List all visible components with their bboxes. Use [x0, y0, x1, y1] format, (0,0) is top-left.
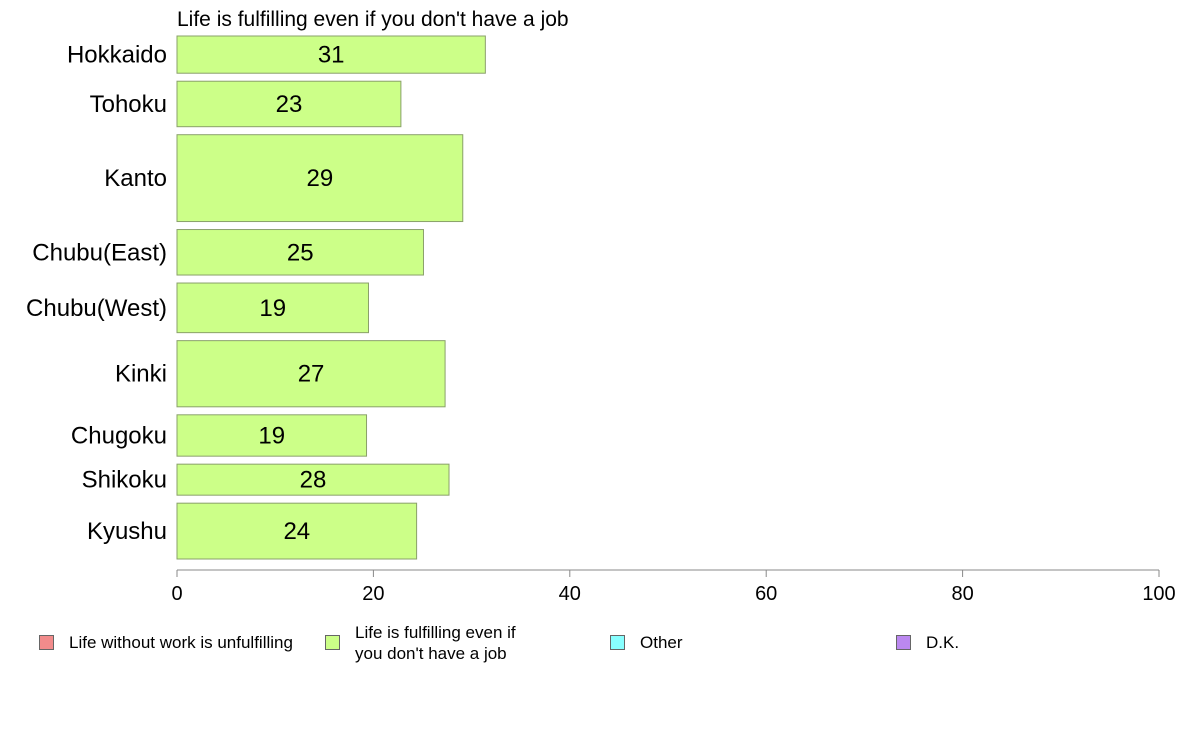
bar-chubu-west [176, 282, 369, 334]
category-label: Chubu(East) [32, 239, 167, 266]
data-label: 24 [283, 518, 310, 545]
legend: Life without work is unfulfilling Life i… [0, 620, 1188, 680]
legend-item-unfulfilling: Life without work is unfulfilling [39, 632, 293, 653]
data-label: 27 [298, 361, 325, 388]
legend-item-other: Other [610, 632, 683, 653]
data-label: 25 [287, 239, 314, 266]
category-label: Tohoku [90, 91, 167, 118]
legend-label: Life is fulfilling even if you don't hav… [355, 623, 516, 663]
data-label: 28 [300, 467, 327, 494]
category-label: Chugoku [71, 422, 167, 449]
x-axis: 0 20 40 60 80 100 [171, 569, 1176, 605]
category-label: Shikoku [82, 467, 167, 494]
bar-kyushu [176, 502, 418, 560]
x-tick-label: 100 [1142, 583, 1175, 605]
legend-swatch-other [610, 635, 625, 650]
legend-label: D.K. [926, 633, 960, 652]
bar-chugoku [176, 414, 368, 457]
data-label: 19 [259, 295, 286, 322]
x-tick-label: 80 [951, 583, 973, 605]
bar-chart: Life is fulfilling even if you don't hav… [26, 8, 1176, 605]
category-label: Hokkaido [67, 42, 167, 69]
category-label: Kyushu [87, 518, 167, 545]
data-label: 31 [318, 42, 345, 69]
legend-item-dk: D.K. [896, 632, 959, 653]
data-label: 19 [258, 422, 285, 449]
category-label: Kanto [104, 165, 167, 192]
data-label: 29 [307, 165, 334, 192]
legend-swatch-unfulfilling [39, 635, 54, 650]
legend-swatch-dk [896, 635, 911, 650]
category-label: Chubu(West) [26, 295, 167, 322]
category-label: Kinki [115, 361, 167, 388]
bar-kanto [176, 134, 464, 223]
bar-kinki [176, 340, 446, 408]
data-label: 23 [276, 91, 303, 118]
bar-tohoku [176, 80, 402, 128]
x-tick-label: 40 [559, 583, 581, 605]
x-tick-label: 0 [171, 583, 182, 605]
bar-shikoku [176, 463, 450, 496]
bar-chubu-east [176, 229, 424, 276]
bars: 31 Hokkaido 23 Tohoku 29 Kanto 25 Chubu(East) 19… [26, 35, 486, 560]
bar-hokkaido [176, 35, 486, 74]
legend-swatch-fulfilling [325, 635, 340, 650]
legend-label: Life without work is unfulfilling [69, 633, 293, 652]
legend-label: Other [640, 633, 683, 652]
chart-title: Life is fulfilling even if you don't hav… [177, 8, 569, 31]
legend-item-fulfilling: Life is fulfilling even if you don't hav… [325, 622, 516, 664]
x-tick-label: 60 [755, 583, 777, 605]
x-tick-label: 20 [362, 583, 384, 605]
